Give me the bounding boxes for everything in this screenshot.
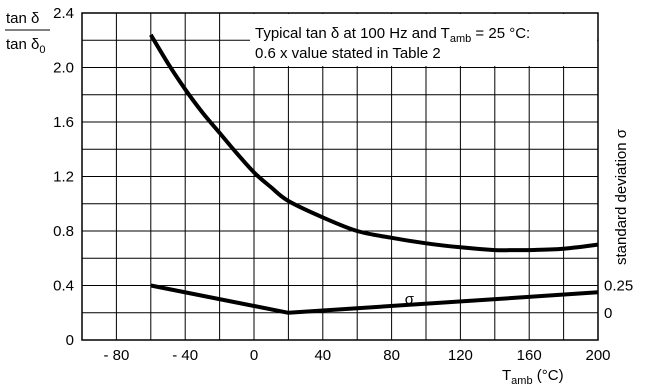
- sigma-curve: [150, 283, 599, 315]
- x-tick-label: - 80: [103, 347, 129, 364]
- y-axis-label-denominator: tan δ0: [6, 36, 46, 56]
- x-axis-label: Tamb (°C): [502, 367, 564, 386]
- y-tick-label: 0.8: [53, 223, 74, 240]
- y-tick-labels: 0 0.4 0.8 1.2 1.6 2.0 2.4: [53, 5, 74, 349]
- annotation-background: [250, 14, 597, 66]
- y-tick-label: 2.0: [53, 60, 74, 77]
- x-tick-label: 40: [314, 347, 331, 364]
- y-tick-label: 0.4: [53, 278, 74, 295]
- x-tick-label: 160: [517, 347, 542, 364]
- series-layer: [149, 33, 599, 315]
- x-tick-label: 80: [383, 347, 400, 364]
- tan-delta-curve: [149, 33, 599, 253]
- x-tick-labels: - 80 - 40 0 40 80 120 160 200: [103, 347, 610, 364]
- annotation-line-1: Typical tan δ at 100 Hz and Tamb = 25 °C…: [255, 25, 530, 45]
- annotation-line-2: 0.6 x value stated in Table 2: [255, 45, 441, 62]
- y2-tick-labels: 00.25: [604, 278, 633, 322]
- y2-tick-label: 0: [604, 305, 612, 322]
- y-tick-label: 2.4: [53, 5, 74, 22]
- y-tick-label: 1.6: [53, 114, 74, 131]
- right-axis-label: standard deviation σ: [613, 128, 630, 265]
- x-tick-label: 0: [250, 347, 258, 364]
- x-tick-label: 200: [585, 347, 610, 364]
- sigma-series-label: σ: [405, 291, 415, 308]
- plot-frame: [81, 12, 599, 341]
- y-tick-label: 1.2: [53, 169, 74, 186]
- y-tick-label: 0: [66, 332, 74, 349]
- y-axis-label-numerator: tan δ: [6, 10, 39, 27]
- x-tick-label: 120: [448, 347, 473, 364]
- y2-tick-label: 0.25: [604, 278, 633, 295]
- x-tick-label: - 40: [172, 347, 198, 364]
